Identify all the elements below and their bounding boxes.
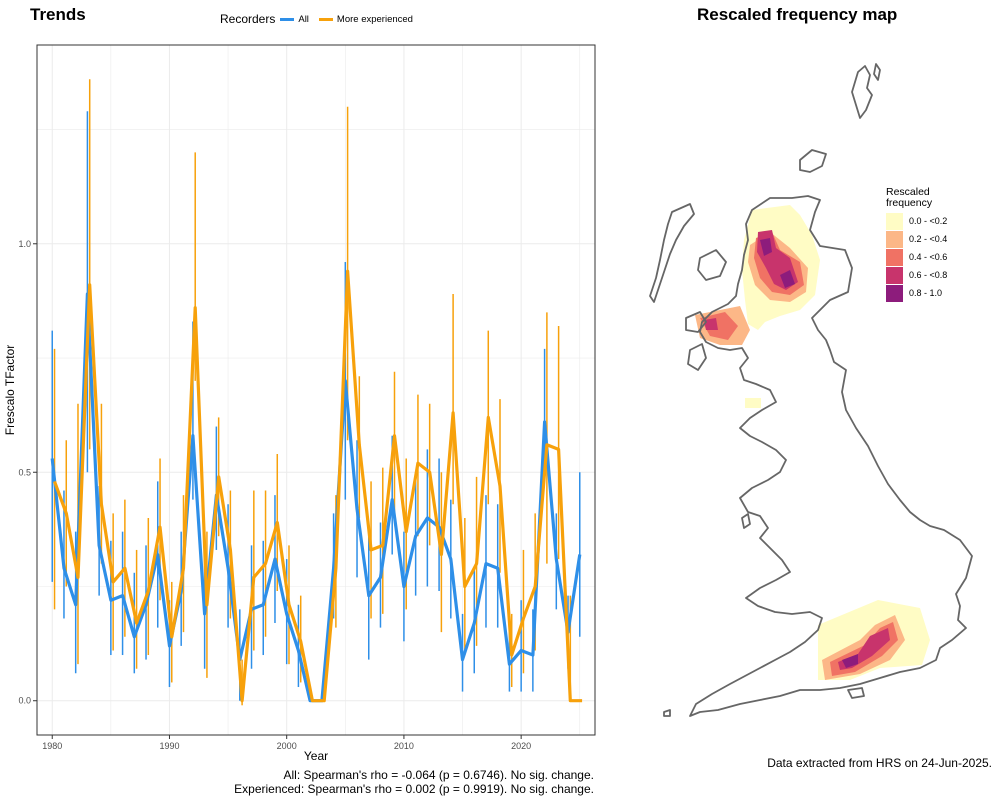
shetland-north [873, 63, 881, 81]
x-tick-label: 1990 [159, 741, 179, 751]
patch-west-high [700, 312, 738, 340]
islay [687, 343, 707, 371]
y-axis-title: Frescalo TFactor [3, 345, 17, 435]
map-legend-row: 0.6 - <0.8 [886, 266, 947, 284]
legend-title: Recorders [220, 12, 276, 26]
patch-central-low [745, 398, 761, 408]
patch-highlands-top-2 [780, 270, 795, 288]
y-tick-label: 0.0 [18, 696, 31, 706]
map-legend-row: 0.2 - <0.4 [886, 230, 947, 248]
map-legend: Rescaled frequency 0.0 - <0.2 0.2 - <0.4 0… [886, 187, 947, 302]
axes: 1980 1990 2000 2010 2020 0.0 0.5 1.0 [18, 239, 531, 751]
map-legend-title-1: Rescaled [886, 186, 930, 198]
x-tick-label: 2020 [511, 741, 531, 751]
legend-label-all: All [298, 13, 309, 25]
map-legend-swatch [886, 266, 903, 284]
stat-experienced: Experienced: Spearman's rho = 0.002 (p =… [234, 782, 594, 796]
map-legend-row: 0.4 - <0.6 [886, 248, 947, 266]
x-tick-label: 2000 [277, 741, 297, 751]
orkney [799, 149, 827, 173]
scilly [663, 709, 671, 717]
shetland [851, 65, 873, 119]
x-axis-title: Year [304, 749, 328, 763]
series-lines [50, 269, 583, 703]
x-tick-label: 2010 [394, 741, 414, 751]
stats-block: All: Spearman's rho = -0.064 (p = 0.6746… [234, 768, 594, 796]
skye [697, 249, 727, 281]
plot-border [36, 44, 596, 736]
stat-all: All: Spearman's rho = -0.064 (p = 0.6746… [283, 768, 594, 782]
map-legend-label: 0.0 - <0.2 [909, 216, 948, 226]
map-title: Rescaled frequency map [697, 5, 898, 24]
map-legend-swatch [886, 248, 903, 266]
map-legend-label: 0.6 - <0.8 [909, 270, 948, 280]
coastline [649, 63, 973, 717]
y-tick-label: 1.0 [18, 239, 31, 249]
patch-west-vhigh [704, 318, 718, 330]
map-legend-row: 0.0 - <0.2 [886, 212, 947, 230]
map-legend-label: 0.8 - 1.0 [909, 288, 943, 298]
patch-highlands-top [760, 238, 772, 256]
map-legend-label: 0.4 - <0.6 [909, 252, 948, 262]
map-legend-title-2: frequency [886, 197, 933, 209]
frequency-patches [695, 205, 930, 680]
outer-hebrides [649, 203, 695, 303]
mull [685, 311, 707, 333]
map-legend-swatch [886, 284, 903, 302]
isle-of-man [741, 513, 751, 529]
isle-of-wight [847, 687, 865, 699]
legend-label-experienced: More experienced [336, 13, 413, 25]
map-legend-swatch [886, 230, 903, 248]
mainland [689, 195, 973, 717]
map-legend-row: 0.8 - 1.0 [886, 284, 947, 302]
map-legend-swatch [886, 212, 903, 230]
trends-legend: Recorders All More experienced [220, 12, 413, 26]
map-footer: Data extracted from HRS on 24-Jun-2025. [767, 756, 992, 770]
patch-south-top [842, 654, 858, 668]
legend-swatch-all [280, 17, 295, 21]
legend-swatch-experienced [318, 17, 333, 21]
error-bars [51, 79, 581, 706]
trends-title: Trends [30, 5, 86, 24]
trends-chart: 1980 1990 2000 2010 2020 0.0 0.5 1.0 Year Fresc… [3, 44, 596, 763]
x-tick-label: 1980 [42, 741, 62, 751]
gb-map [649, 63, 973, 717]
map-legend-label: 0.2 - <0.4 [909, 234, 948, 244]
y-tick-label: 0.5 [18, 467, 31, 477]
series-line-experienced [52, 269, 583, 703]
